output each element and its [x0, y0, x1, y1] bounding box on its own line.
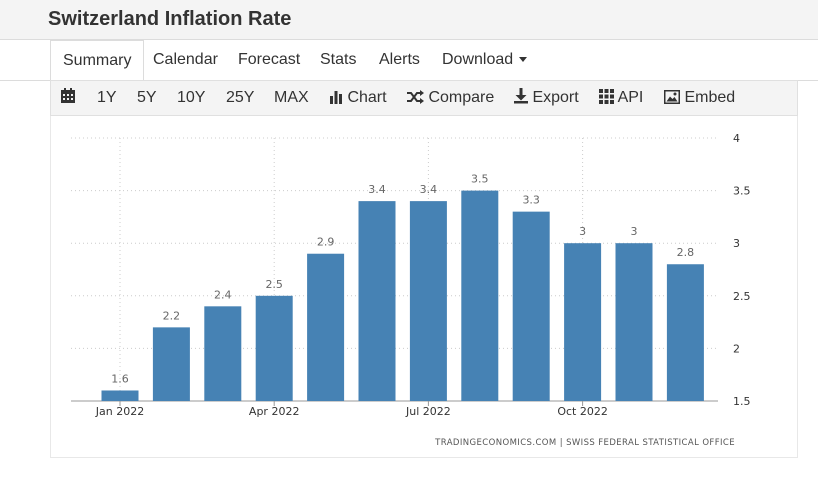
calendar-icon — [61, 88, 75, 103]
bar — [615, 243, 653, 401]
picture-icon — [664, 90, 680, 104]
shuffle-icon — [407, 90, 424, 104]
bar-value-label: 2.2 — [163, 309, 181, 322]
bar-value-label: 3.3 — [522, 194, 540, 207]
embed-button[interactable]: Embed — [664, 81, 735, 115]
bar-value-label: 2.4 — [214, 288, 232, 301]
bar — [409, 201, 447, 401]
calendar-button[interactable] — [60, 81, 76, 115]
chart-type-button[interactable]: Chart — [329, 81, 387, 115]
chart-type-label: Chart — [347, 89, 387, 106]
title-bar: Switzerland Inflation Rate — [0, 0, 818, 40]
bar-value-label: 2.5 — [265, 278, 283, 291]
bar-chart-icon — [330, 91, 342, 104]
bar — [204, 306, 242, 401]
caret-down-icon — [519, 57, 528, 63]
y-tick-label: 2 — [733, 342, 740, 355]
inflation-bar-chart: 1.5 2 2.5 3 3.5 4 Jan 2022 Apr 2022 Jul 2022 Oct … — [71, 132, 751, 448]
bar — [255, 295, 293, 401]
y-tick-label: 3 — [733, 237, 740, 250]
x-tick-label: Oct 2022 — [557, 405, 608, 418]
range-1y-button[interactable]: 1Y — [97, 89, 117, 106]
bar-value-label: 3.5 — [471, 173, 489, 186]
y-tick-label: 3.5 — [733, 185, 751, 198]
y-tick-label: 2.5 — [733, 290, 751, 303]
page-title: Switzerland Inflation Rate — [48, 8, 292, 30]
label-layer: 1.5 2 2.5 3 3.5 4 Jan 2022 Apr 2022 Jul 2022 Oct … — [95, 132, 751, 418]
tab-bar: Summary Calendar Forecast Stats Alerts D… — [0, 40, 818, 82]
bar-value-label: 2.9 — [317, 236, 335, 249]
x-tick-label: Jul 2022 — [405, 405, 451, 418]
y-tick-label: 1.5 — [733, 395, 751, 408]
tab-calendar[interactable]: Calendar — [153, 51, 218, 68]
y-tick-label: 4 — [733, 132, 740, 145]
bar-value-label: 1.6 — [111, 372, 129, 385]
tab-alerts[interactable]: Alerts — [379, 51, 420, 68]
bar-value-label: 3.4 — [368, 183, 386, 196]
range-25y-button[interactable]: 25Y — [226, 89, 255, 106]
tab-download-label: Download — [442, 51, 514, 68]
chart-toolbar: 1Y 5Y 10Y 25Y MAX Chart Compare Export A… — [50, 80, 798, 116]
export-button[interactable]: Export — [514, 81, 579, 115]
embed-label: Embed — [684, 89, 736, 106]
api-label: API — [617, 89, 644, 106]
tab-download[interactable]: Download — [442, 40, 528, 81]
tab-summary[interactable]: Summary — [50, 40, 145, 82]
range-10y-button[interactable]: 10Y — [177, 89, 206, 106]
bar — [512, 211, 550, 401]
compare-button[interactable]: Compare — [406, 81, 494, 115]
range-5y-button[interactable]: 5Y — [137, 89, 157, 106]
compare-label: Compare — [428, 89, 495, 106]
bar-value-label: 2.8 — [677, 246, 695, 259]
api-button[interactable]: API — [599, 81, 643, 115]
bar-layer — [101, 190, 704, 401]
export-label: Export — [532, 89, 579, 106]
tab-stats[interactable]: Stats — [320, 51, 357, 68]
bar-value-label: 3.4 — [420, 183, 438, 196]
bar — [564, 243, 602, 401]
bar-value-label: 3 — [579, 225, 586, 238]
bar — [101, 390, 139, 401]
bar — [307, 253, 345, 401]
bar-value-label: 3 — [631, 225, 638, 238]
bar — [666, 264, 704, 401]
x-tick-label: Jan 2022 — [95, 405, 144, 418]
bar — [461, 190, 499, 401]
x-tick-label: Apr 2022 — [249, 405, 300, 418]
chart-source: TRADINGECONOMICS.COM | SWISS FEDERAL STA… — [434, 438, 735, 448]
range-max-button[interactable]: MAX — [274, 89, 309, 106]
tab-forecast[interactable]: Forecast — [238, 51, 301, 68]
bar — [152, 327, 190, 401]
grid-icon — [599, 89, 614, 104]
chart-container: 1.5 2 2.5 3 3.5 4 Jan 2022 Apr 2022 Jul 2022 Oct … — [50, 116, 798, 458]
download-icon — [514, 88, 528, 104]
bar — [358, 201, 396, 401]
